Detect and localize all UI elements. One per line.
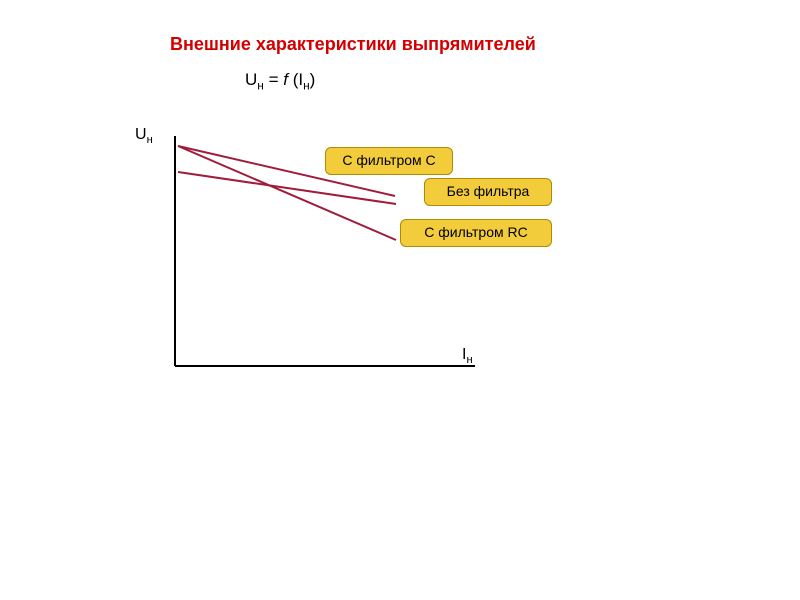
label-filter-rc: С фильтром RC xyxy=(400,219,552,247)
label-filter-c: С фильтром С xyxy=(325,147,453,175)
chart xyxy=(0,0,800,600)
label-no-filter: Без фильтра xyxy=(424,178,552,206)
